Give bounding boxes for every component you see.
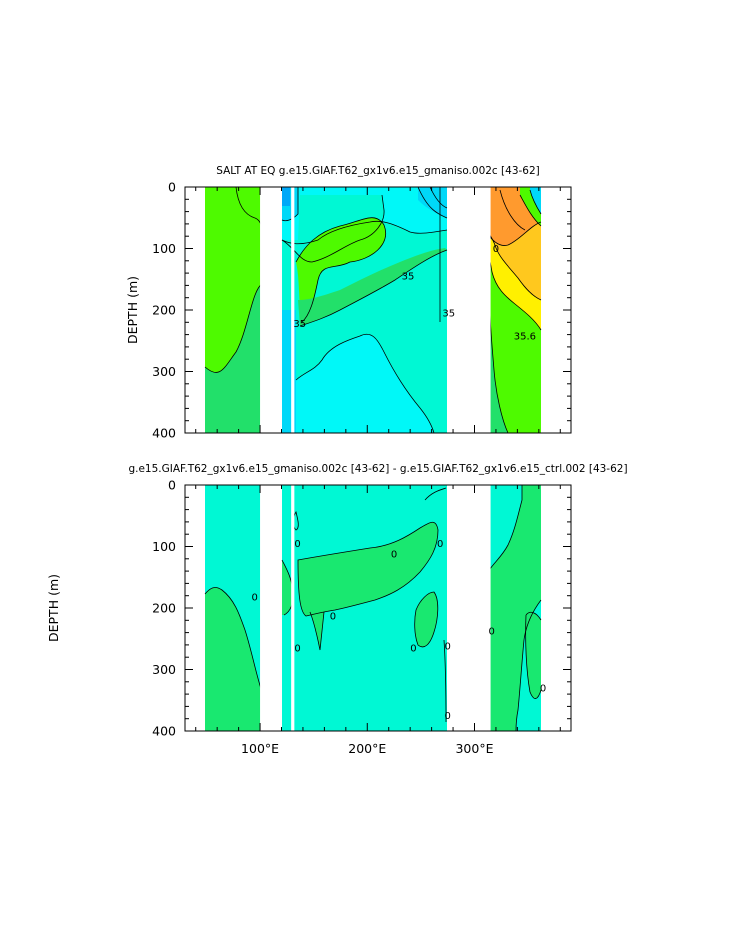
difference-x-tick-label: 200°E <box>348 741 386 756</box>
salinity-y-tick-label: 400 <box>152 426 176 441</box>
difference-contour-label: 0 <box>488 626 494 637</box>
difference-y-tick-label: 400 <box>152 724 176 739</box>
difference-contour-label: 0 <box>540 683 546 694</box>
salinity-axes: 0 100 200 300 400 <box>152 180 571 441</box>
salinity-y-tick-label: 300 <box>152 364 176 379</box>
difference-panel: g.e15.GIAF.T62_gx1v6.e15_gmaniso.002c [4… <box>46 463 628 756</box>
salinity-panel: SALT AT EQ g.e15.GIAF.T62_gx1v6.e15_gman… <box>125 165 572 441</box>
difference-contour-label: 0 <box>294 539 300 550</box>
difference-region-east-blob <box>525 612 541 699</box>
salinity-contour-label: 35 <box>442 309 455 320</box>
difference-contour-label: 0 <box>410 643 416 654</box>
difference-land-gap <box>450 485 491 731</box>
difference-contour-west <box>204 587 263 693</box>
salinity-contour-deep <box>295 333 435 434</box>
difference-y-tick-label: 0 <box>168 478 176 493</box>
salinity-region-deep <box>296 334 434 433</box>
difference-y-tick-label: 100 <box>152 539 176 554</box>
difference-y-tick-label: 200 <box>152 601 176 616</box>
salinity-contour-east-corner-fresh <box>529 189 542 215</box>
salinity-region-surface-freshest <box>282 187 290 206</box>
salinity-contour-cap <box>281 194 385 263</box>
salinity-contour-west <box>204 283 263 373</box>
difference-axes: 0 100 200 300 400 100°E 200°E 300°E <box>152 478 571 756</box>
difference-y-axis-label: DEPTH (m) <box>46 574 61 642</box>
salinity-contour-surface-fresh-east <box>417 186 448 219</box>
difference-contour-surface <box>424 487 447 501</box>
difference-contour-label: 0 <box>252 592 258 603</box>
difference-region-blob <box>414 592 438 647</box>
salinity-y-tick-label: 200 <box>152 303 176 318</box>
salinity-contour-label: 35 <box>402 272 415 283</box>
salinity-y-tick-label: 0 <box>168 180 176 195</box>
difference-region-tongue <box>298 522 438 616</box>
difference-field <box>205 485 541 731</box>
salinity-region-tongue <box>296 217 386 322</box>
difference-region-east-pos <box>485 485 541 731</box>
salinity-contour-labels: 35 35 35 35.6 0 <box>293 244 536 342</box>
salinity-contour-label: 35 <box>293 319 306 330</box>
difference-contour-drip <box>309 611 325 651</box>
difference-region-west-pos <box>205 587 262 731</box>
salinity-contour-35 <box>299 249 448 327</box>
difference-x-tick-label: 300°E <box>455 741 493 756</box>
difference-region-strait-pos <box>282 560 294 615</box>
difference-y-tick-label: 300 <box>152 662 176 677</box>
difference-contour-label: 0 <box>330 611 336 622</box>
difference-contour-east-blob <box>525 611 542 699</box>
difference-contour-label: 0 <box>445 711 451 722</box>
salinity-y-axis-label: DEPTH (m) <box>125 276 140 344</box>
difference-contour-blob <box>414 591 439 648</box>
salinity-contour-surface-fresh <box>281 187 299 222</box>
difference-x-tick-label: 100°E <box>241 741 279 756</box>
salinity-field <box>205 187 541 433</box>
salinity-region-west-deep <box>205 284 262 433</box>
difference-contour-label: 0 <box>445 642 451 653</box>
difference-land-gaps <box>260 485 491 731</box>
difference-contour-east-boundary <box>443 639 447 723</box>
difference-contour-label: 0 <box>294 643 300 654</box>
difference-contour-east <box>484 485 523 579</box>
salinity-land-gap <box>260 187 273 433</box>
difference-contour-labels: 0 0 0 0 0 0 0 0 0 0 0 <box>252 539 547 722</box>
salinity-panel-title: SALT AT EQ g.e15.GIAF.T62_gx1v6.e15_gman… <box>216 165 540 177</box>
difference-contour-tongue <box>297 521 439 617</box>
salinity-region-east-corner-fresh <box>530 187 541 214</box>
salinity-region-tongue-lower <box>298 248 447 326</box>
salinity-contour-east-corner <box>519 194 542 227</box>
difference-contour-label: 0 <box>391 549 397 560</box>
salinity-land-gap <box>450 187 491 433</box>
difference-panel-title: g.e15.GIAF.T62_gx1v6.e15_gmaniso.002c [4… <box>128 463 627 475</box>
salinity-contour-label: 35.6 <box>514 331 536 342</box>
difference-contour-east-lower <box>515 599 542 732</box>
salinity-contour-tongue <box>295 217 386 323</box>
salinity-contour-surface <box>281 220 448 245</box>
salinity-land-gap <box>291 187 295 433</box>
difference-land-gap <box>260 485 273 731</box>
salinity-land-gaps <box>260 187 491 433</box>
salinity-y-tick-label: 100 <box>152 241 176 256</box>
difference-land-gap <box>291 485 295 731</box>
salinity-contour-label: 0 <box>493 244 499 255</box>
difference-contour-label: 0 <box>437 539 443 550</box>
salinity-contour-east-inner <box>499 189 526 231</box>
